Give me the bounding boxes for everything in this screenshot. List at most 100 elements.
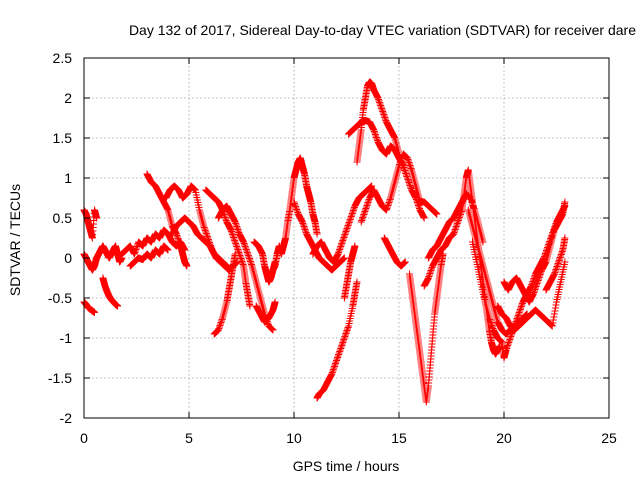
data-point bbox=[371, 131, 379, 138]
data-point bbox=[333, 355, 341, 363]
data-point bbox=[428, 265, 436, 273]
data-point bbox=[504, 340, 512, 348]
data-point bbox=[269, 326, 277, 334]
data-point bbox=[395, 162, 403, 170]
data-point bbox=[229, 232, 237, 240]
data-point bbox=[505, 337, 513, 345]
data-point bbox=[233, 223, 241, 230]
data-point bbox=[340, 334, 348, 342]
data-point bbox=[406, 162, 414, 169]
data-point bbox=[403, 174, 411, 182]
y-tick-label: 1 bbox=[64, 170, 72, 186]
series-s5 bbox=[118, 226, 189, 258]
data-point bbox=[376, 99, 384, 106]
series-s16 bbox=[290, 198, 348, 274]
data-point bbox=[403, 154, 411, 162]
data-point bbox=[557, 252, 565, 260]
data-point bbox=[406, 160, 413, 168]
data-point bbox=[457, 208, 465, 215]
data-point bbox=[533, 281, 541, 289]
data-point bbox=[344, 222, 352, 229]
data-point bbox=[502, 346, 510, 354]
y-tick-label: -0.5 bbox=[48, 290, 72, 306]
data-point bbox=[234, 227, 242, 235]
data-point bbox=[487, 320, 495, 328]
data-point bbox=[215, 325, 223, 332]
data-point bbox=[551, 307, 559, 315]
data-point bbox=[342, 330, 350, 337]
data-point bbox=[383, 205, 391, 212]
data-point bbox=[503, 345, 511, 352]
plot-frame bbox=[83, 57, 610, 419]
data-point bbox=[374, 94, 382, 102]
data-point bbox=[234, 246, 242, 253]
axis-ticks bbox=[83, 57, 610, 419]
data-point bbox=[403, 173, 411, 180]
data-point bbox=[341, 229, 349, 237]
data-point bbox=[407, 163, 415, 171]
data-point bbox=[340, 234, 348, 241]
series-s30 bbox=[500, 198, 569, 306]
data-point bbox=[301, 224, 308, 232]
data-point bbox=[486, 317, 494, 325]
data-point bbox=[384, 202, 392, 209]
data-point bbox=[271, 298, 279, 306]
data-point bbox=[382, 206, 390, 214]
data-point bbox=[401, 168, 409, 176]
data-point bbox=[536, 271, 544, 278]
data-point bbox=[232, 220, 240, 227]
data-point bbox=[344, 223, 352, 231]
data-point bbox=[401, 167, 409, 174]
data-point bbox=[451, 226, 459, 233]
data-point bbox=[514, 312, 522, 319]
data-point bbox=[359, 214, 367, 221]
data-point bbox=[554, 261, 562, 269]
data-point bbox=[200, 224, 208, 231]
data-point bbox=[339, 339, 347, 346]
series-s3 bbox=[80, 298, 98, 316]
data-point bbox=[541, 259, 549, 267]
series-s17 bbox=[309, 182, 376, 266]
data-point bbox=[293, 207, 301, 215]
data-point bbox=[514, 313, 522, 321]
x-tick-label: 0 bbox=[80, 430, 88, 446]
x-tick-label: 5 bbox=[185, 430, 193, 446]
data-point bbox=[529, 290, 537, 298]
data-point bbox=[232, 221, 240, 229]
data-point bbox=[351, 242, 359, 250]
data-point bbox=[407, 183, 415, 191]
data-point bbox=[370, 128, 378, 135]
data-point bbox=[242, 244, 250, 252]
data-point bbox=[556, 255, 564, 263]
data-point bbox=[230, 235, 238, 243]
data-point bbox=[334, 250, 342, 258]
data-point bbox=[344, 325, 352, 333]
data-point bbox=[298, 218, 306, 226]
data-point bbox=[553, 263, 561, 270]
data-point bbox=[222, 215, 230, 223]
data-point bbox=[336, 244, 344, 252]
data-point bbox=[375, 96, 383, 103]
data-point bbox=[214, 326, 222, 334]
data-point bbox=[335, 247, 343, 255]
data-point bbox=[404, 157, 412, 165]
data-point bbox=[203, 233, 211, 240]
data-point bbox=[372, 132, 380, 140]
data-point bbox=[515, 310, 523, 318]
data-point bbox=[386, 196, 394, 203]
data-point bbox=[301, 226, 309, 233]
series-s15 bbox=[267, 154, 321, 278]
data-point bbox=[338, 342, 346, 349]
data-point bbox=[378, 106, 386, 114]
data-point bbox=[358, 215, 366, 223]
data-point bbox=[373, 135, 381, 143]
data-point bbox=[380, 111, 388, 118]
data-point bbox=[299, 221, 307, 229]
series-s19 bbox=[340, 242, 359, 302]
data-point bbox=[516, 307, 524, 315]
data-point bbox=[453, 221, 461, 229]
data-point bbox=[385, 199, 393, 206]
data-point bbox=[507, 331, 515, 339]
data-point bbox=[396, 159, 404, 167]
data-point bbox=[503, 343, 511, 351]
